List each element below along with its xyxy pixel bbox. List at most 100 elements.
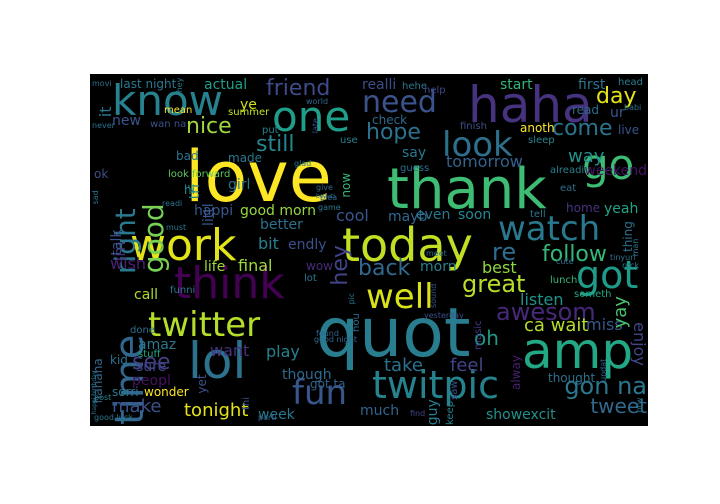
word: first [578,77,606,93]
word: happi [194,203,234,219]
word: late [311,118,320,134]
word: make [112,396,162,417]
word: help [424,85,446,96]
word: babi [624,103,642,112]
word: twitpic [372,363,500,407]
word: girl [228,177,251,193]
word: hou [351,313,362,332]
word: still [256,132,295,157]
word: sorri [112,385,139,399]
word: thought [548,371,596,385]
word: way [568,146,605,167]
word: btw [635,397,644,413]
word: think [174,258,285,309]
word: keep [445,400,456,425]
word: lunch [550,275,578,286]
word: need [362,85,437,120]
word: cute [556,257,574,266]
word: well [366,277,434,317]
word: yesterday [424,311,464,320]
word: start [500,77,533,93]
word: sad [91,190,100,205]
word: tweet [590,394,647,418]
word: updat [599,358,608,382]
word: mayb [388,209,428,225]
word: guess [400,163,430,174]
word: feel [450,355,484,376]
word: enjoy [630,322,648,366]
word: cool [336,206,369,225]
word: sure [136,359,167,375]
word: wow [306,259,333,273]
word: final [238,256,273,275]
word: take [384,355,423,376]
word: tinyurl [610,253,636,262]
word: play [266,342,300,361]
word: wonder [144,385,189,399]
word: ur [610,105,625,121]
word: pic [347,292,356,305]
word: good luck [94,413,133,422]
word: hehe [402,81,427,92]
word: finish [460,121,487,132]
word: listen [520,290,564,309]
word: never [92,121,115,130]
word: music [473,320,484,350]
word: say [402,145,427,161]
word: got ta [310,377,346,391]
word: know [112,76,223,125]
word: plea [320,193,338,202]
word: must [166,223,187,232]
word: stuff [138,349,161,360]
word: quot [316,294,471,373]
word: showexcit [486,407,556,423]
word: alreadi [550,165,585,176]
word: good morn [240,203,316,219]
word: live [618,123,640,137]
word: much [360,403,400,419]
word: look [442,125,513,165]
word: hi [184,183,195,197]
word: it [96,106,115,118]
word: ye [240,97,257,113]
word: ca wait [524,315,589,336]
word: bad [176,149,199,163]
word: find [410,409,426,418]
word: awesom [496,298,596,326]
word: go [582,140,635,189]
word: oh [474,326,499,350]
word: back [358,256,411,281]
word: love [185,136,332,218]
word: lol [188,332,247,390]
word: lot [304,273,317,284]
word: amp [522,322,634,380]
word: bit [258,234,279,253]
word: give [316,183,333,192]
word: last night [120,77,177,91]
word: thi [241,396,252,410]
word: want [210,341,250,360]
word: home [566,201,601,215]
word: anoth [520,121,555,135]
word: done [130,325,155,336]
word: beauti [316,193,335,200]
word: kid [110,353,128,367]
word: actual [204,77,248,93]
word: thank [387,157,547,222]
word: hey [175,77,184,93]
word: tonight [184,400,249,421]
word: peopl [132,373,171,389]
word: post [94,393,112,402]
word: great [462,270,526,298]
word: made [228,151,263,165]
word: though [282,367,332,383]
word: better [260,217,303,233]
word: hey [328,245,353,286]
word: game [318,203,341,212]
word: nice [186,114,232,139]
word: work [130,220,237,271]
word: yet [195,374,209,394]
word: tomorrow [446,152,523,171]
word: one [272,92,351,141]
word: today [342,218,473,272]
